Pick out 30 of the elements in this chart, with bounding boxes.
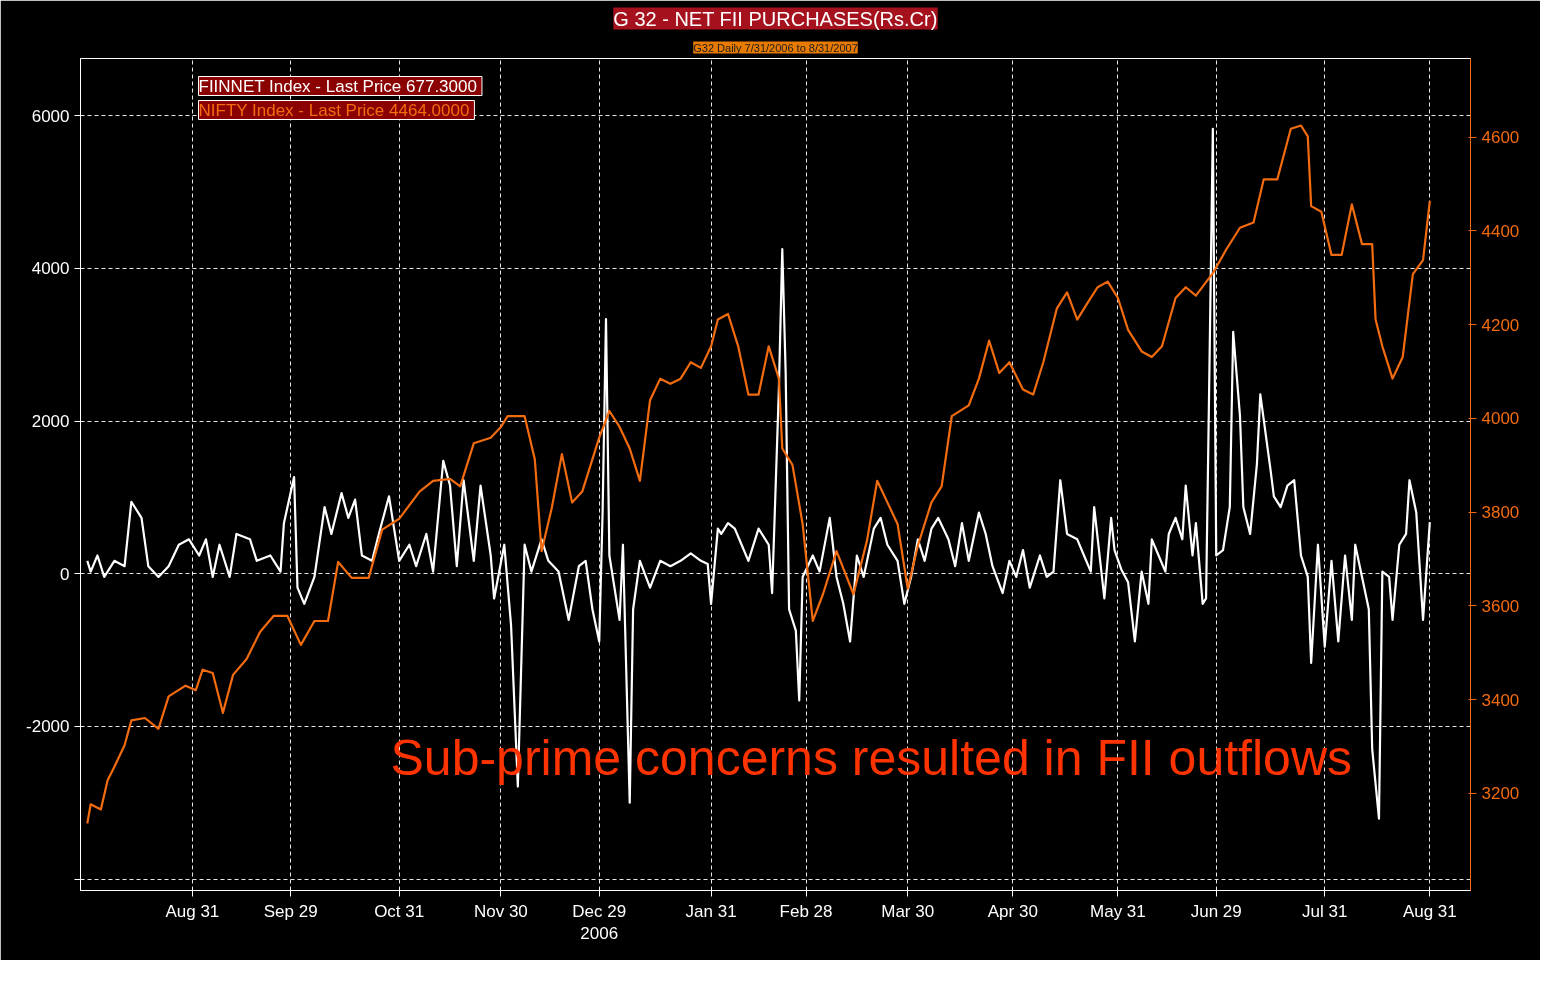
y2-tick-label: 4400 (1481, 221, 1520, 241)
y2-tick-label: 3400 (1481, 690, 1520, 710)
chart-subtitle: G32 Daily 7/31/2006 to 8/31/2007 (693, 41, 858, 54)
x-tick-label: Nov 30 (473, 901, 528, 921)
x-tick-label: Jun 29 (1190, 901, 1242, 921)
x-tick-label: Aug 31 (165, 901, 220, 921)
y2-tick-label: 4600 (1481, 128, 1520, 148)
y-tick-label: 6000 (31, 106, 70, 126)
x-tick-label: Jul 31 (1302, 901, 1348, 921)
y-tick-label: 4000 (31, 259, 70, 279)
text: NIFTY Index - Last Price 4464.0000 (198, 100, 470, 120)
chart-title: G 32 - NET FII PURCHASES(Rs.Cr) (613, 7, 938, 30)
x-tick-label: May 31 (1090, 901, 1146, 921)
x-tick-label: Aug 31 (1402, 901, 1457, 921)
y2-tick-label: 3600 (1481, 596, 1520, 616)
x-tick-label: Mar 30 (881, 901, 935, 921)
y2-tick-label: 3200 (1481, 784, 1520, 804)
y-tick-label: 2000 (31, 412, 70, 432)
y-tick-label: 0 (60, 564, 70, 584)
x-tick-label: Dec 29 2006 (572, 901, 627, 944)
y-tick-label: -2000 (26, 717, 70, 737)
y2-tick-label: 4000 (1481, 409, 1520, 429)
x-tick-label: Feb 28 (779, 901, 833, 921)
y2-tick-label: 3800 (1481, 503, 1520, 523)
text: FIINNET Index - Last Price 677.3000 (198, 76, 477, 96)
x-tick-label: Jan 31 (685, 901, 737, 921)
x-tick-label: Apr 30 (987, 901, 1038, 921)
x-tick-label: Sep 29 (263, 901, 318, 921)
y2-tick-label: 4200 (1481, 315, 1520, 335)
x-tick-label: Oct 31 (374, 901, 425, 921)
